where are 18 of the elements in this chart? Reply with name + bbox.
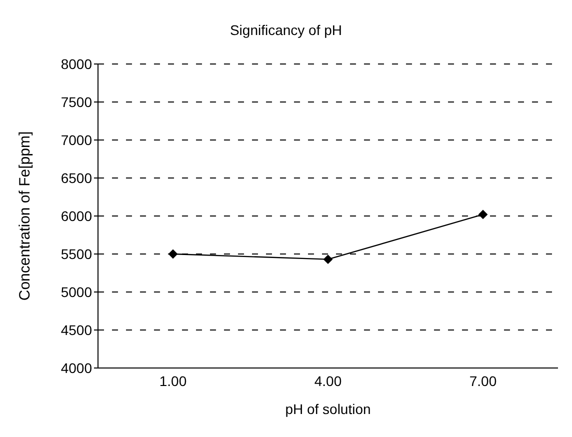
y-tick-label: 6000 bbox=[60, 208, 92, 224]
y-tick-label: 7000 bbox=[60, 132, 92, 148]
y-tick-label: 7500 bbox=[60, 94, 92, 110]
x-tick-label: 4.00 bbox=[314, 372, 342, 389]
y-tick-label: 5500 bbox=[60, 246, 92, 262]
point bbox=[324, 254, 332, 264]
x-tick-label: 1.00 bbox=[159, 372, 187, 389]
point bbox=[168, 250, 178, 258]
y-tick-label: 4000 bbox=[60, 360, 92, 376]
y-tick-label: 6500 bbox=[60, 170, 92, 186]
y-tick-label: 8000 bbox=[60, 56, 92, 72]
y-tick-label: 5000 bbox=[60, 284, 92, 300]
y-axis-title: Concentration of Fe[ppm] bbox=[16, 131, 34, 301]
chart-title: Significancy of pH bbox=[228, 21, 344, 38]
y-tick-label: 4500 bbox=[60, 322, 92, 338]
x-tick-label: 7.00 bbox=[469, 372, 497, 389]
x-axis-title: pH of solution bbox=[285, 401, 371, 417]
point bbox=[478, 210, 488, 219]
